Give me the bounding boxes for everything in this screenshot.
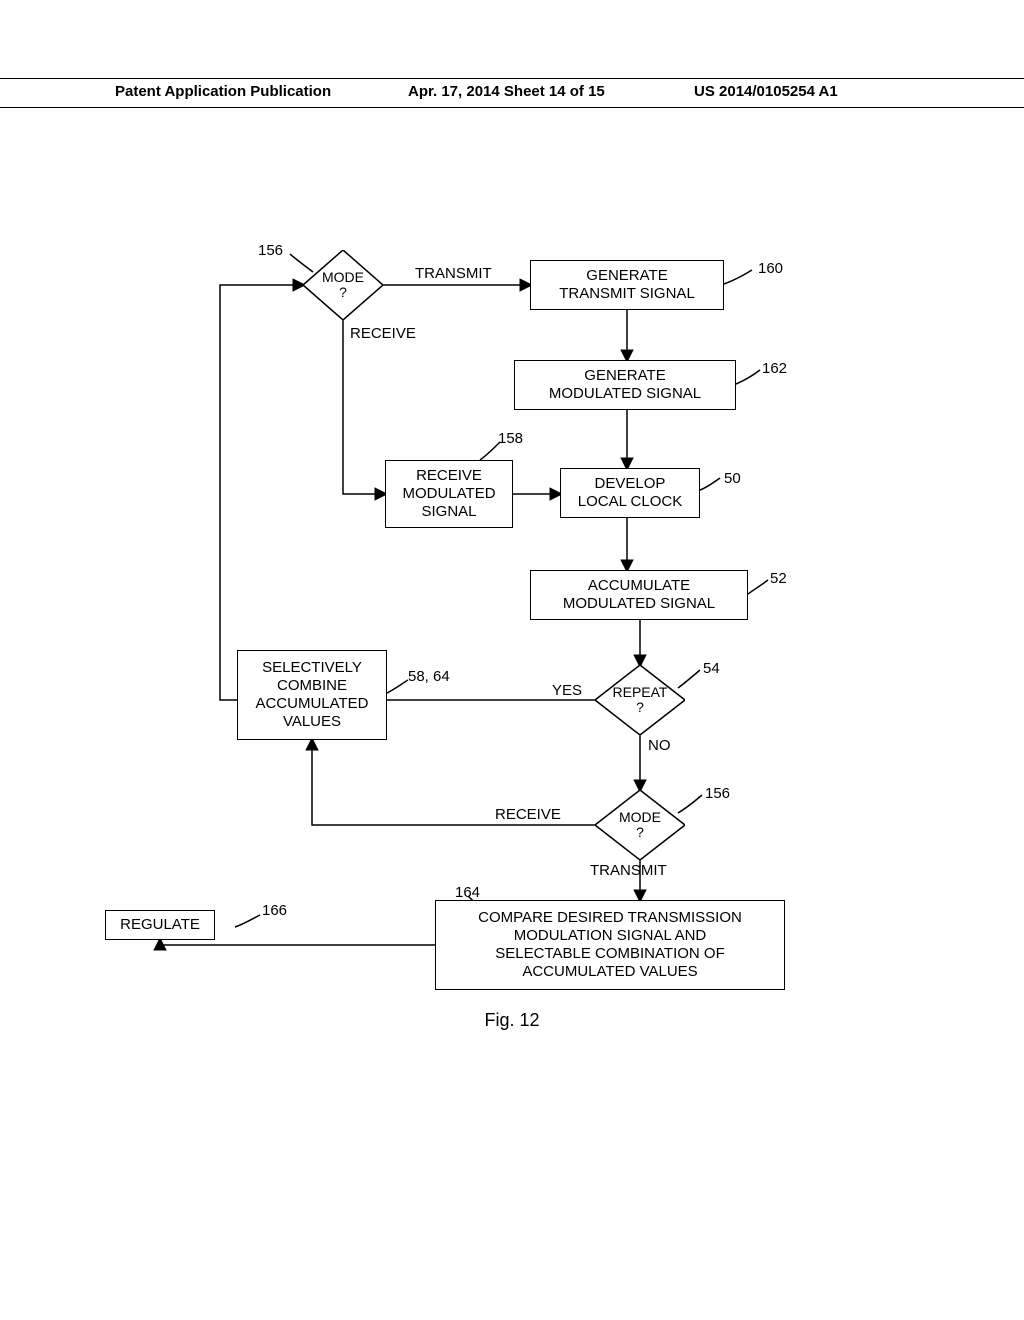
box-regulate: REGULATE — [105, 910, 215, 940]
ref-54: 54 — [703, 660, 720, 677]
box-generate-transmit: GENERATETRANSMIT SIGNAL — [530, 260, 724, 310]
box-regulate-text: REGULATE — [120, 916, 200, 934]
edge-yes: YES — [552, 682, 582, 699]
decision-mode-top: MODE? — [303, 250, 383, 320]
edge-receive-top: RECEIVE — [350, 325, 416, 342]
box-compare: COMPARE DESIRED TRANSMISSIONMODULATION S… — [435, 900, 785, 990]
ref-158: 158 — [498, 430, 523, 447]
box-develop-clock-text: DEVELOPLOCAL CLOCK — [578, 475, 682, 511]
box-receive-modulated: RECEIVEMODULATEDSIGNAL — [385, 460, 513, 528]
edge-receive-bottom: RECEIVE — [495, 806, 561, 823]
decision-repeat-text: REPEAT? — [613, 685, 668, 716]
decision-mode-bottom: MODE? — [595, 790, 685, 860]
ref-58-64: 58, 64 — [408, 668, 450, 685]
ref-52: 52 — [770, 570, 787, 587]
edge-no: NO — [648, 737, 671, 754]
ref-156a: 156 — [258, 242, 283, 259]
box-generate-modulated-text: GENERATEMODULATED SIGNAL — [549, 367, 701, 403]
box-selectively-combine: SELECTIVELYCOMBINEACCUMULATEDVALUES — [237, 650, 387, 740]
ref-162: 162 — [762, 360, 787, 377]
box-accumulate-text: ACCUMULATEMODULATED SIGNAL — [563, 577, 715, 613]
ref-166: 166 — [262, 902, 287, 919]
edge-transmit-bottom: TRANSMIT — [590, 862, 667, 879]
decision-mode-top-text: MODE? — [322, 270, 364, 301]
figure-caption: Fig. 12 — [0, 1010, 1024, 1031]
box-generate-transmit-text: GENERATETRANSMIT SIGNAL — [559, 267, 695, 303]
decision-mode-bottom-text: MODE? — [619, 810, 661, 841]
box-receive-modulated-text: RECEIVEMODULATEDSIGNAL — [402, 467, 495, 521]
box-develop-clock: DEVELOPLOCAL CLOCK — [560, 468, 700, 518]
ref-164: 164 — [455, 884, 480, 901]
decision-repeat: REPEAT? — [595, 665, 685, 735]
ref-160: 160 — [758, 260, 783, 277]
ref-156b: 156 — [705, 785, 730, 802]
box-compare-text: COMPARE DESIRED TRANSMISSIONMODULATION S… — [478, 909, 742, 981]
box-accumulate: ACCUMULATEMODULATED SIGNAL — [530, 570, 748, 620]
edge-transmit-top: TRANSMIT — [415, 265, 492, 282]
ref-50: 50 — [724, 470, 741, 487]
flowchart-edges — [0, 0, 1024, 1320]
box-selectively-combine-text: SELECTIVELYCOMBINEACCUMULATEDVALUES — [255, 659, 368, 731]
box-generate-modulated: GENERATEMODULATED SIGNAL — [514, 360, 736, 410]
